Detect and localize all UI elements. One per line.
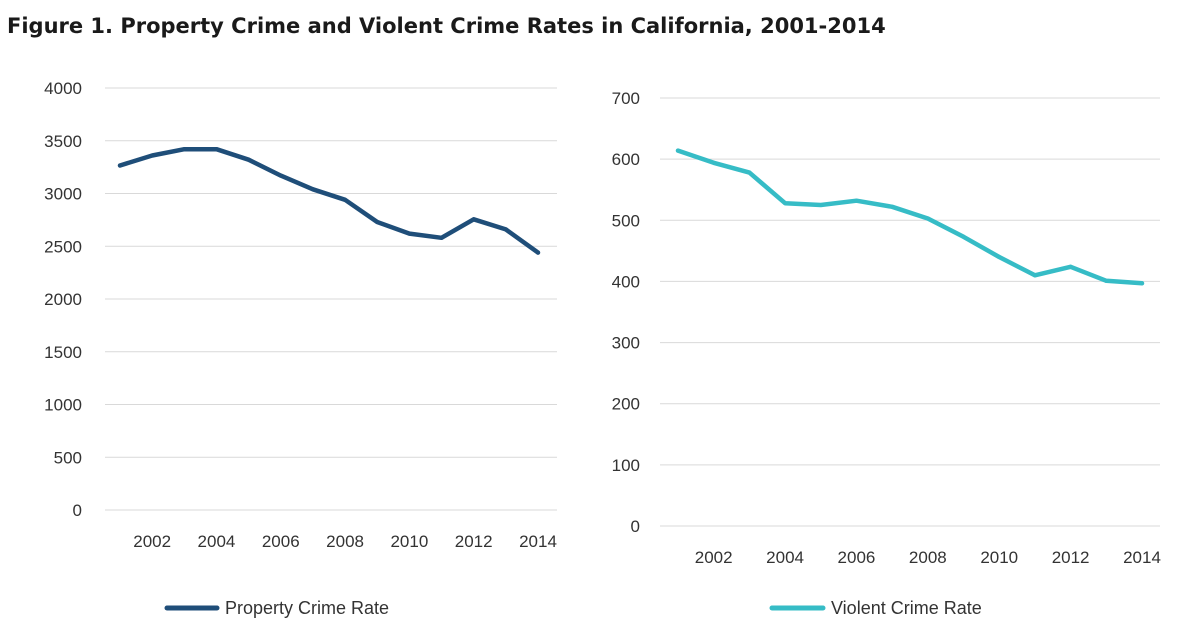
- data-point: [471, 217, 476, 222]
- series-line-property: [117, 146, 541, 255]
- y-tick-label: 0: [73, 501, 82, 520]
- data-point: [375, 219, 380, 224]
- y-tick-label: 1500: [44, 343, 82, 362]
- data-point: [150, 153, 155, 158]
- y-tick-label: 0: [631, 517, 640, 536]
- data-point: [1104, 278, 1109, 283]
- data-point: [310, 187, 315, 192]
- y-tick-label: 3000: [44, 185, 82, 204]
- data-point: [182, 147, 187, 152]
- data-point: [818, 203, 823, 207]
- y-tick-label: 200: [612, 395, 640, 414]
- data-point: [890, 204, 895, 209]
- data-point: [439, 235, 444, 240]
- y-tick-label: 300: [612, 334, 640, 353]
- y-tick-label: 400: [612, 272, 640, 291]
- data-point: [118, 163, 122, 168]
- y-tick-label: 100: [612, 456, 640, 475]
- figure-title: Figure 1. Property Crime and Violent Cri…: [7, 14, 886, 38]
- x-tick-label: 2008: [909, 548, 947, 567]
- x-tick-label: 2008: [326, 532, 364, 551]
- y-tick-label: 700: [612, 89, 640, 108]
- data-point: [278, 173, 283, 178]
- data-point: [536, 250, 540, 255]
- data-point: [747, 170, 752, 175]
- x-tick-label: 2004: [766, 548, 804, 567]
- y-tick-label: 1000: [44, 396, 82, 415]
- x-tick-label: 2012: [1052, 548, 1090, 567]
- data-point: [214, 147, 219, 152]
- data-point: [925, 216, 930, 221]
- legend-property: Property Crime Rate: [164, 598, 389, 618]
- y-tick-label: 500: [54, 448, 82, 467]
- x-tick-label: 2002: [695, 548, 733, 567]
- data-point: [711, 160, 716, 165]
- x-tick-label: 2006: [262, 532, 300, 551]
- data-point: [343, 197, 348, 202]
- data-point: [997, 254, 1002, 259]
- y-tick-label: 2000: [44, 290, 82, 309]
- data-point: [854, 198, 859, 203]
- chart-property: 0 500 1000 1500 2000 2500 3000 3500 4000 2002 2004…: [44, 79, 557, 618]
- data-point: [503, 227, 508, 232]
- x-tick-label: 2006: [838, 548, 876, 567]
- y-tick-label: 2500: [44, 237, 82, 256]
- x-tick-label: 2010: [980, 548, 1018, 567]
- legend-label: Violent Crime Rate: [831, 598, 982, 618]
- legend-violent: Violent Crime Rate: [769, 598, 982, 618]
- data-point: [1140, 281, 1144, 286]
- x-tick-label: 2002: [133, 532, 171, 551]
- x-tick-label: 2014: [1123, 548, 1161, 567]
- y-tick-label: 3500: [44, 132, 82, 151]
- data-point: [1032, 273, 1037, 278]
- series-line-violent: [675, 148, 1145, 286]
- x-tick-label: 2012: [455, 532, 493, 551]
- chart-violent: 0 100 200 300 400 500 600 700 2002 2004 2006 2008 20…: [612, 89, 1161, 618]
- data-point: [783, 201, 788, 206]
- x-tick-label: 2010: [390, 532, 428, 551]
- x-tick-label: 2014: [519, 532, 557, 551]
- data-point: [961, 234, 966, 239]
- y-tick-label: 4000: [44, 79, 82, 98]
- data-point: [246, 157, 251, 162]
- y-tick-label: 500: [612, 211, 640, 230]
- x-tick-label: 2004: [198, 532, 236, 551]
- data-point: [1068, 264, 1073, 269]
- legend-label: Property Crime Rate: [225, 598, 389, 618]
- y-tick-label: 600: [612, 150, 640, 169]
- data-point: [407, 231, 412, 236]
- data-point: [676, 148, 680, 153]
